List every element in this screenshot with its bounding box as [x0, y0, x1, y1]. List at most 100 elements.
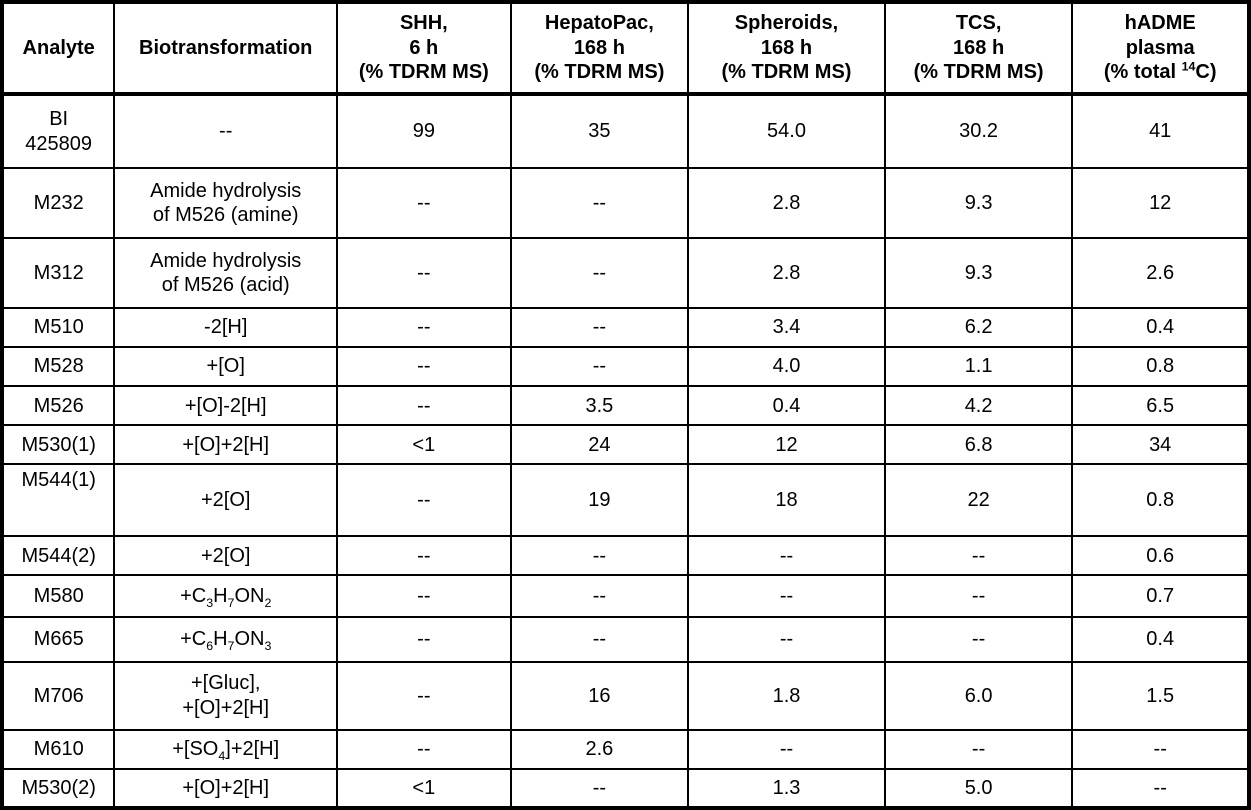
- table-row: M530(1) +[O]+2[H] <1 24 12 6.8 34: [0, 424, 1250, 466]
- cell-spheroids: --: [687, 574, 886, 618]
- cell-hepatopac: 2.6: [509, 728, 690, 770]
- cell-shh: 99: [336, 92, 512, 170]
- cell-shh: --: [336, 167, 512, 240]
- cell-hadme-plasma: --: [1071, 728, 1250, 770]
- cell-hadme-plasma: 1.5: [1071, 660, 1250, 731]
- cell-biotransformation: +[O]: [113, 346, 339, 388]
- cell-spheroids: 1.8: [687, 660, 886, 731]
- cell-spheroids: 12: [687, 424, 886, 466]
- cell-shh: --: [336, 535, 512, 577]
- table-row: M232 Amide hydrolysis of M526 (amine) -- -- 2…: [0, 167, 1250, 240]
- cell-hepatopac: 16: [509, 660, 690, 731]
- cell-hepatopac: --: [509, 535, 690, 577]
- cell-hepatopac: --: [509, 306, 690, 349]
- cell-hadme-plasma: 6.5: [1071, 385, 1250, 427]
- cell-spheroids: 18: [687, 463, 886, 538]
- cell-shh: --: [336, 660, 512, 731]
- cell-analyte: BI 425809: [0, 92, 116, 170]
- cell-tcs: 22: [883, 463, 1074, 538]
- cell-tcs: 5.0: [883, 767, 1074, 810]
- table-row: M665 +C6H7ON3 -- -- -- -- 0.4: [0, 615, 1250, 663]
- cell-tcs: --: [883, 535, 1074, 577]
- cell-shh: --: [336, 385, 512, 427]
- cell-analyte: M312: [0, 237, 116, 309]
- cell-hadme-plasma: 0.6: [1071, 535, 1250, 577]
- table-row: M312 Amide hydrolysis of M526 (acid) -- -- 2.…: [0, 237, 1250, 309]
- cell-analyte: M530(2): [0, 767, 116, 810]
- cell-biotransformation: Amide hydrolysis of M526 (amine): [113, 167, 339, 240]
- cell-hadme-plasma: 0.4: [1071, 306, 1250, 349]
- cell-tcs: --: [883, 615, 1074, 663]
- cell-biotransformation: +2[O]: [113, 535, 339, 577]
- cell-analyte: M232: [0, 167, 116, 240]
- cell-spheroids: 2.8: [687, 237, 886, 309]
- cell-spheroids: 2.8: [687, 167, 886, 240]
- cell-shh: <1: [336, 424, 512, 466]
- cell-hepatopac: --: [509, 346, 690, 388]
- cell-analyte: M530(1): [0, 424, 116, 466]
- table-row: M530(2) +[O]+2[H] <1 -- 1.3 5.0 --: [0, 767, 1250, 810]
- cell-biotransformation: +[Gluc], +[O]+2[H]: [113, 660, 339, 731]
- column-header-analyte: Analyte: [0, 1, 116, 96]
- cell-analyte: M610: [0, 728, 116, 770]
- cell-analyte: M706: [0, 660, 116, 731]
- cell-biotransformation: -2[H]: [113, 306, 339, 349]
- column-header-spheroids-168h: Spheroids, 168 h (% TDRM MS): [687, 1, 886, 96]
- cell-hepatopac: 24: [509, 424, 690, 466]
- cell-biotransformation: +[O]-2[H]: [113, 385, 339, 427]
- cell-tcs: 9.3: [883, 167, 1074, 240]
- cell-analyte: M544(2): [0, 535, 116, 577]
- cell-hepatopac: --: [509, 574, 690, 618]
- cell-tcs: 6.0: [883, 660, 1074, 731]
- cell-tcs: 30.2: [883, 92, 1074, 170]
- table-row: M706 +[Gluc], +[O]+2[H] -- 16 1.8 6.0 1.5: [0, 660, 1250, 731]
- table-row: M528 +[O] -- -- 4.0 1.1 0.8: [0, 346, 1250, 388]
- cell-analyte: M526: [0, 385, 116, 427]
- cell-hepatopac: 19: [509, 463, 690, 538]
- cell-shh: --: [336, 306, 512, 349]
- cell-biotransformation: +[SO4]+2[H]: [113, 728, 339, 770]
- cell-analyte: M665: [0, 615, 116, 663]
- cell-hadme-plasma: 2.6: [1071, 237, 1250, 309]
- table-row: BI 425809 -- 99 35 54.0 30.2 41: [0, 92, 1250, 170]
- cell-hadme-plasma: 0.8: [1071, 463, 1250, 538]
- cell-spheroids: 4.0: [687, 346, 886, 388]
- column-header-shh-6h: SHH, 6 h (% TDRM MS): [336, 1, 512, 96]
- cell-biotransformation: +C6H7ON3: [113, 615, 339, 663]
- cell-spheroids: 0.4: [687, 385, 886, 427]
- table-row: M526 +[O]-2[H] -- 3.5 0.4 4.2 6.5: [0, 385, 1250, 427]
- cell-tcs: 4.2: [883, 385, 1074, 427]
- cell-shh: --: [336, 574, 512, 618]
- cell-hadme-plasma: 0.4: [1071, 615, 1250, 663]
- cell-hepatopac: --: [509, 615, 690, 663]
- cell-hadme-plasma: --: [1071, 767, 1250, 810]
- cell-hepatopac: --: [509, 237, 690, 309]
- cell-spheroids: --: [687, 728, 886, 770]
- column-header-hadme-plasma: hADME plasma (% total 14C): [1071, 1, 1250, 96]
- table-row: M580 +C3H7ON2 -- -- -- -- 0.7: [0, 574, 1250, 618]
- cell-shh: --: [336, 346, 512, 388]
- cell-biotransformation: Amide hydrolysis of M526 (acid): [113, 237, 339, 309]
- cell-hepatopac: 35: [509, 92, 690, 170]
- cell-spheroids: --: [687, 535, 886, 577]
- cell-spheroids: 3.4: [687, 306, 886, 349]
- cell-tcs: 6.8: [883, 424, 1074, 466]
- table-row: M510 -2[H] -- -- 3.4 6.2 0.4: [0, 306, 1250, 349]
- cell-hadme-plasma: 0.8: [1071, 346, 1250, 388]
- column-header-hepatopac-168h: HepatoPac, 168 h (% TDRM MS): [509, 1, 690, 96]
- cell-hepatopac: --: [509, 767, 690, 810]
- cell-tcs: 9.3: [883, 237, 1074, 309]
- cell-shh: --: [336, 728, 512, 770]
- cell-spheroids: --: [687, 615, 886, 663]
- cell-biotransformation: +[O]+2[H]: [113, 424, 339, 466]
- cell-analyte: M528: [0, 346, 116, 388]
- cell-hadme-plasma: 12: [1071, 167, 1250, 240]
- cell-analyte: M510: [0, 306, 116, 349]
- cell-spheroids: 1.3: [687, 767, 886, 810]
- cell-analyte: M580: [0, 574, 116, 618]
- cell-spheroids: 54.0: [687, 92, 886, 170]
- cell-tcs: --: [883, 574, 1074, 618]
- cell-shh: --: [336, 237, 512, 309]
